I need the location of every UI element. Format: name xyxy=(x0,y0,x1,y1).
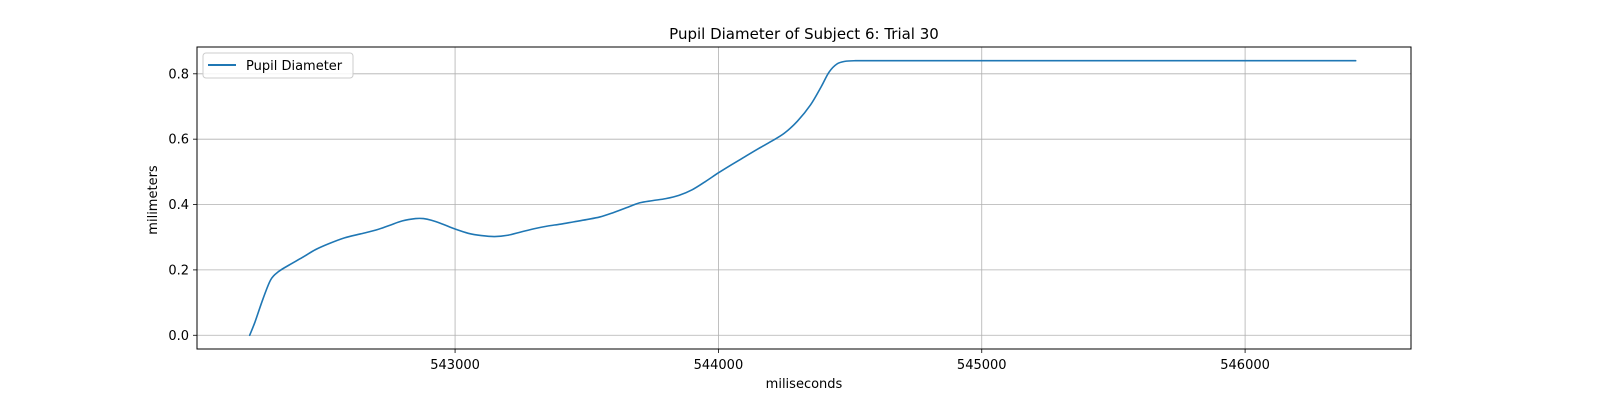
x-tick-label: 543000 xyxy=(430,358,480,373)
y-tick-label: 0.2 xyxy=(168,263,189,278)
x-tick-label: 546000 xyxy=(1220,358,1270,373)
grid xyxy=(197,47,1411,349)
series-line-pupil-diameter xyxy=(248,59,1357,337)
y-tick-label: 0.0 xyxy=(168,329,189,344)
plot-area-frame xyxy=(196,46,1412,350)
chart-title: Pupil Diameter of Subject 6: Trial 30 xyxy=(669,25,939,43)
legend-box xyxy=(202,52,354,79)
series-layer xyxy=(248,59,1357,337)
x-tick-label: 544000 xyxy=(694,358,744,373)
x-tick-label: 545000 xyxy=(957,358,1007,373)
legend: Pupil Diameter xyxy=(202,52,354,79)
y-axis: 0.0 0.2 0.4 0.6 0.8 xyxy=(168,67,197,344)
x-axis-label: miliseconds xyxy=(766,377,843,392)
x-axis: 543000 544000 545000 546000 xyxy=(430,349,1270,373)
y-tick-label: 0.4 xyxy=(168,198,189,213)
legend-label: Pupil Diameter xyxy=(246,59,343,74)
y-axis-label: milimeters xyxy=(146,165,161,235)
y-tick-label: 0.8 xyxy=(168,67,189,82)
y-tick-label: 0.6 xyxy=(168,133,189,148)
